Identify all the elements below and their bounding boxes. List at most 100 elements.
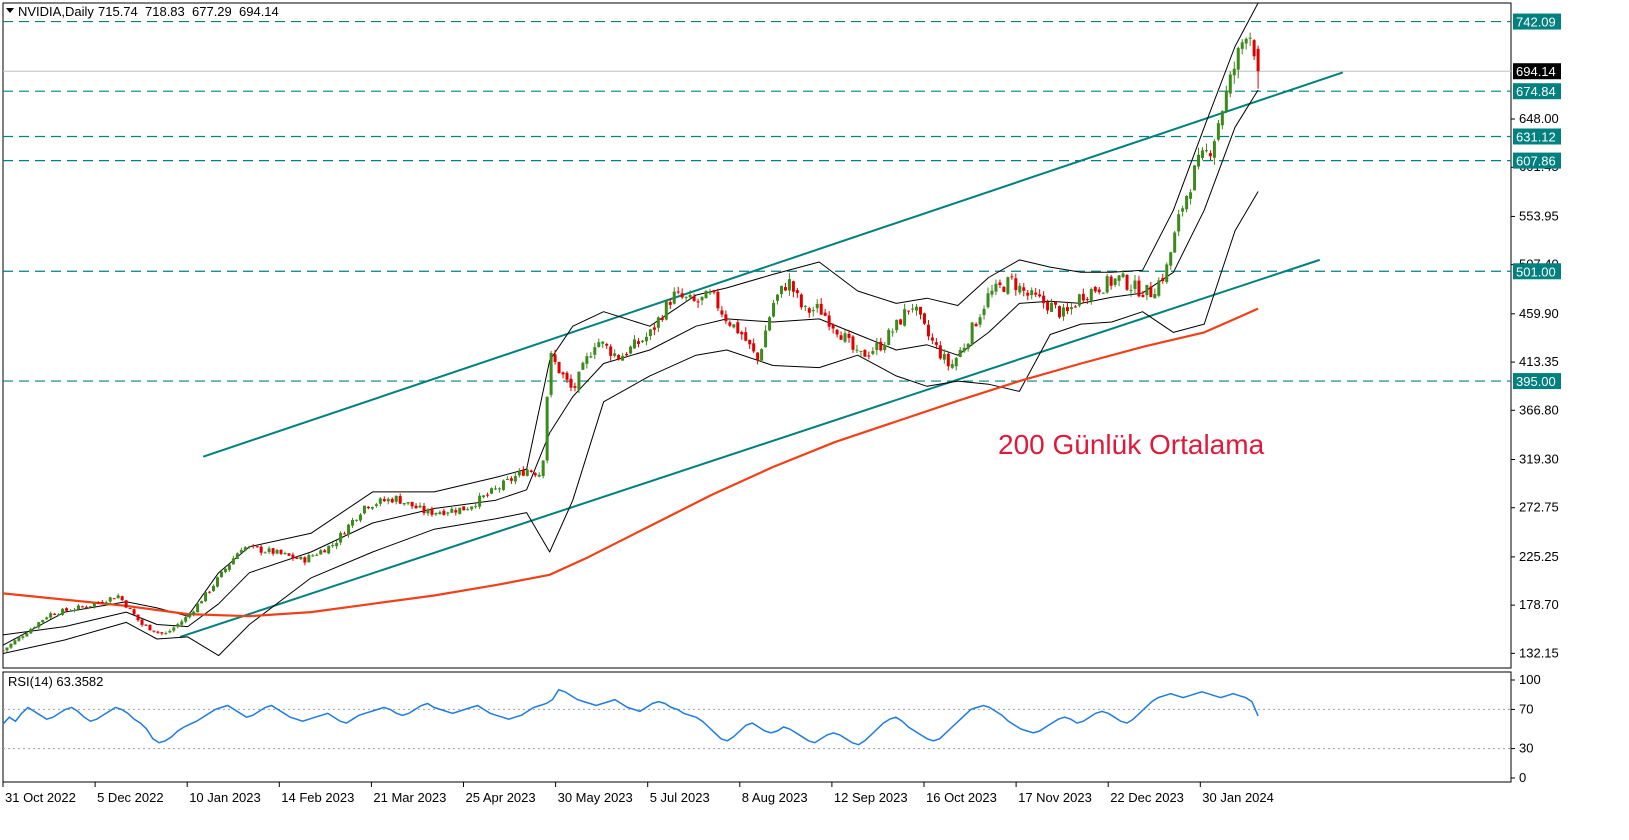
candle-body — [629, 346, 633, 354]
candle-body — [33, 627, 37, 629]
candle-body — [700, 296, 704, 301]
candle-body — [569, 378, 573, 388]
candle-body — [263, 552, 267, 554]
channel-lower-trendline[interactable] — [179, 258, 1321, 638]
candle-body — [251, 545, 255, 547]
chevron-down-icon[interactable] — [6, 8, 14, 13]
candle-body — [537, 474, 541, 477]
candle-body — [521, 469, 525, 476]
candle-body — [37, 622, 41, 628]
candle-body — [668, 302, 672, 305]
candle-body — [791, 281, 795, 292]
candle-body — [847, 333, 851, 338]
candle-body — [605, 343, 609, 346]
candle-body — [1232, 68, 1236, 76]
candle-body — [609, 346, 613, 356]
candle-body — [386, 498, 390, 502]
candle-body — [505, 478, 509, 480]
time-tick-label: 21 Mar 2023 — [373, 790, 446, 805]
candle-body — [1173, 232, 1177, 253]
candle-body — [740, 332, 744, 335]
candle-body — [192, 611, 196, 615]
candle-body — [787, 279, 791, 291]
candle-body — [907, 310, 911, 312]
candle-body — [458, 507, 462, 514]
candle-body — [978, 317, 982, 325]
candle-body — [895, 319, 899, 331]
channel-upper-trendline[interactable] — [202, 71, 1344, 458]
rsi-tick-label: 100 — [1519, 672, 1541, 687]
candle-body — [672, 291, 676, 304]
candle-body — [466, 509, 470, 511]
candle-body — [640, 340, 644, 343]
candle-body — [494, 488, 498, 490]
candle-body — [69, 610, 73, 612]
candle-body — [335, 543, 339, 547]
candle-body — [811, 310, 815, 312]
candle-body — [1081, 293, 1085, 301]
candle-body — [652, 327, 656, 330]
candle-body — [124, 600, 128, 608]
candle-body — [442, 510, 446, 515]
time-axis[interactable]: 31 Oct 2022 5 Dec 2022 10 Jan 2023 14 Feb 2… — [2, 782, 1274, 805]
candle-body — [720, 310, 724, 315]
rsi-line — [2, 688, 1259, 746]
level-price-tag — [1513, 373, 1561, 390]
candle-body — [644, 336, 648, 342]
candle-body — [1054, 301, 1058, 305]
candle-body — [204, 592, 208, 602]
candle-body — [922, 313, 926, 324]
candle-body — [434, 512, 438, 515]
price-axis[interactable]: 132.15 178.70 225.25 272.75 319.30 366.80 413.… — [1511, 13, 1561, 661]
candle-body — [585, 356, 589, 364]
candle-body — [549, 352, 553, 395]
candle-body — [1248, 37, 1252, 39]
candle-body — [1022, 287, 1026, 291]
current-price-tag — [1513, 63, 1561, 80]
candle-body — [215, 577, 219, 587]
candle-body — [136, 614, 140, 621]
level-price-label: 501.00 — [1516, 264, 1556, 279]
candle-body — [803, 305, 807, 307]
time-tick-label: 31 Oct 2022 — [5, 790, 76, 805]
main-plot-area[interactable] — [2, 3, 1512, 657]
candle-body — [776, 294, 780, 301]
candle-body — [45, 617, 49, 620]
candle-body — [633, 339, 637, 349]
candle-body — [406, 502, 410, 504]
candle-body — [692, 296, 696, 301]
candle-body — [132, 609, 136, 615]
level-price-label: 742.09 — [1516, 15, 1556, 30]
candle-body — [1220, 111, 1224, 126]
candle-body — [128, 608, 132, 610]
time-tick-label: 25 Apr 2023 — [466, 790, 536, 805]
candle-body — [918, 306, 922, 315]
candle-body — [398, 496, 402, 504]
candle-body — [486, 494, 490, 496]
candle-body — [1073, 306, 1077, 308]
price-tick-label: 178.70 — [1519, 597, 1559, 612]
level-price-tag — [1513, 128, 1561, 145]
candle-body — [219, 571, 223, 578]
candle-body — [283, 553, 287, 555]
candle-body — [1181, 208, 1185, 212]
candle-body — [168, 630, 172, 633]
rsi-plot-area[interactable] — [2, 688, 1511, 750]
rsi-tick-label: 0 — [1519, 770, 1526, 785]
candle-body — [279, 549, 283, 554]
candle-body — [184, 617, 188, 622]
candle-body — [621, 355, 625, 361]
candle-body — [676, 291, 680, 293]
candle-body — [942, 354, 946, 360]
candle-body — [934, 342, 938, 345]
candle-body — [970, 322, 974, 345]
candle-body — [915, 306, 919, 311]
candle-body — [557, 362, 561, 374]
candle-body — [331, 544, 335, 546]
candle-body — [597, 342, 601, 348]
candle-body — [200, 601, 204, 604]
candle-body — [339, 532, 343, 543]
candle-body — [831, 324, 835, 329]
candle-body — [1061, 307, 1065, 317]
